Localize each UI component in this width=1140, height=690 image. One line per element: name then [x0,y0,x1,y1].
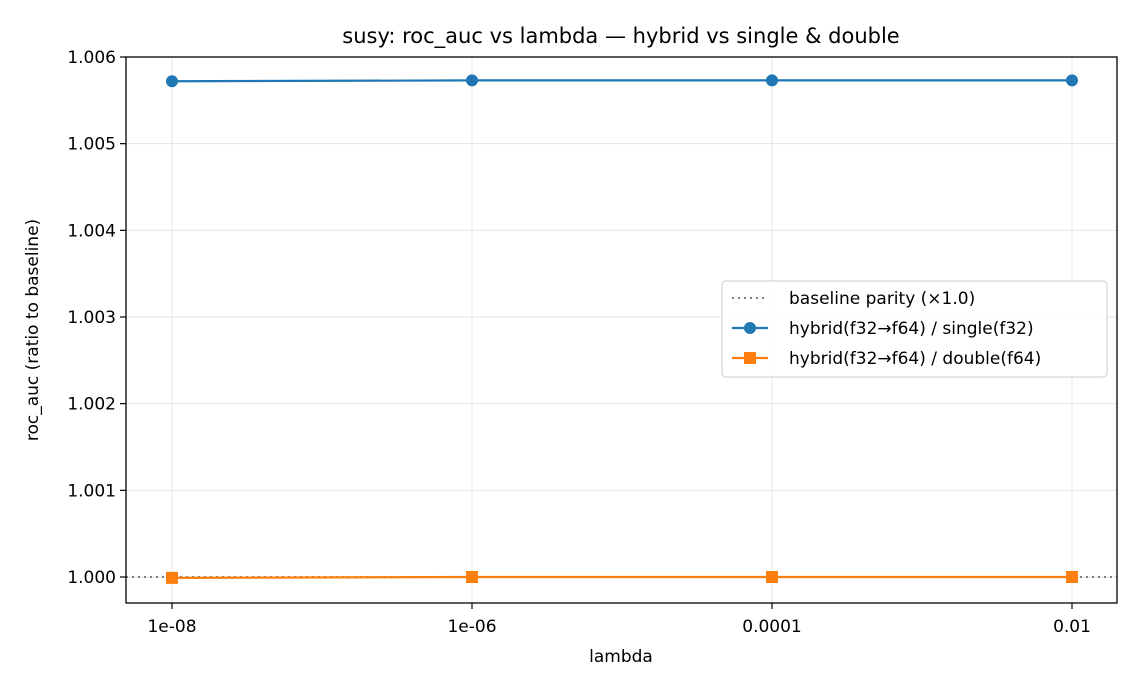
y-tick-label: 1.004 [67,221,116,241]
x-tick-label: 1e-06 [447,617,496,637]
x-axis-label: lambda [589,647,653,667]
legend-series-2-label: hybrid(f32→f64) / double(f64) [789,349,1041,369]
series-layer [166,74,1078,584]
series-1-point [466,74,478,87]
series-2-point [1066,571,1078,583]
y-tick-label: 1.006 [67,48,116,68]
axis-ticks: 1.000 1.001 1.002 1.003 1.004 1.005 1.006 1e-08… [67,48,1091,637]
y-axis-label: roc_auc (ratio to baseline) [23,219,43,441]
series-2-line [171,575,1072,579]
y-tick-label: 1.005 [67,135,116,155]
chart-title: susy: roc_auc vs lambda — hybrid vs sing… [342,24,899,49]
legend-series-2-marker [744,352,756,364]
x-tick-label: 0.01 [1053,617,1091,637]
legend-series-1-label: hybrid(f32→f64) / single(f32) [789,319,1034,339]
legend-baseline-label: baseline parity (×1.0) [789,289,975,309]
y-tick-label: 1.001 [67,481,116,501]
series-2-point [766,571,778,583]
series-1-point [1066,74,1078,87]
series-1-point [166,75,178,88]
y-tick-label: 1.003 [67,308,116,328]
y-tick-label: 1.000 [67,568,116,588]
series-1-line [171,79,1072,83]
series-2-point [466,571,478,583]
y-tick-label: 1.002 [67,395,116,415]
x-tick-label: 0.0001 [742,617,801,637]
x-tick-label: 1e-08 [147,617,196,637]
series-2-point [166,571,178,584]
legend: baseline parity (×1.0) hybrid(f32→f64) /… [721,280,1108,378]
legend-series-1-marker [744,322,756,334]
plot-frame [125,56,1118,604]
series-1-point [766,74,778,87]
legend-box [721,280,1108,378]
